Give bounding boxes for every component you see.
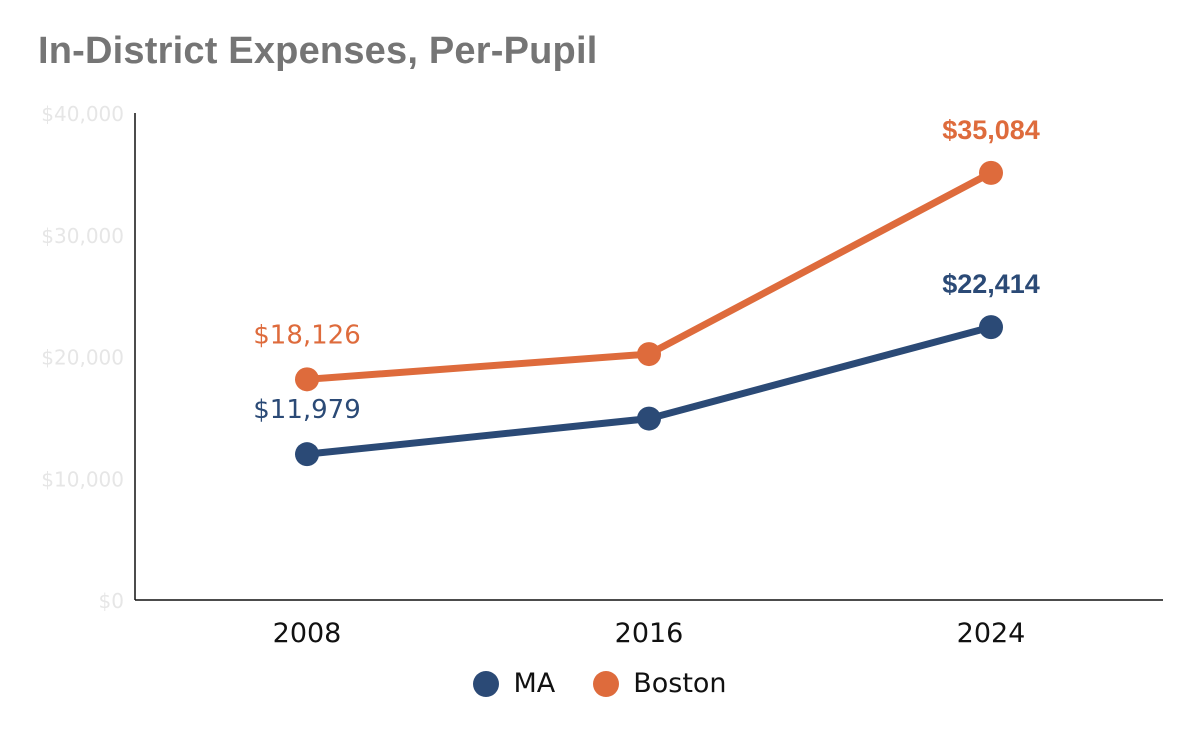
data-label-ma: $22,414 (942, 269, 1040, 299)
legend-item-ma: MA (473, 668, 555, 699)
data-label-boston: $18,126 (253, 320, 361, 350)
legend-swatch-boston (593, 670, 620, 697)
y-tick-label: $30,000 (41, 224, 124, 248)
data-point-boston (637, 342, 661, 367)
y-tick-label: $0 (99, 589, 124, 613)
data-point-ma (295, 442, 319, 467)
legend-label-ma: MA (513, 668, 556, 699)
x-tick-label: 2024 (957, 618, 1026, 649)
y-tick-label: $20,000 (41, 346, 124, 370)
y-tick-label: $10,000 (41, 467, 124, 491)
legend: MA Boston (0, 668, 1200, 699)
legend-label-boston: Boston (633, 668, 727, 699)
data-label-ma: $11,979 (253, 395, 361, 425)
chart-title: In-District Expenses, Per-Pupil (38, 30, 598, 72)
data-point-boston (979, 160, 1003, 185)
data-point-boston (295, 367, 319, 392)
legend-item-boston: Boston (593, 668, 727, 699)
x-tick-label: 2016 (615, 618, 684, 649)
x-tick-label: 2008 (273, 618, 342, 649)
legend-swatch-ma (473, 670, 500, 697)
data-label-boston: $35,084 (942, 115, 1040, 145)
data-point-ma (979, 315, 1003, 340)
y-tick-label: $40,000 (41, 102, 124, 126)
data-point-ma (637, 406, 661, 431)
